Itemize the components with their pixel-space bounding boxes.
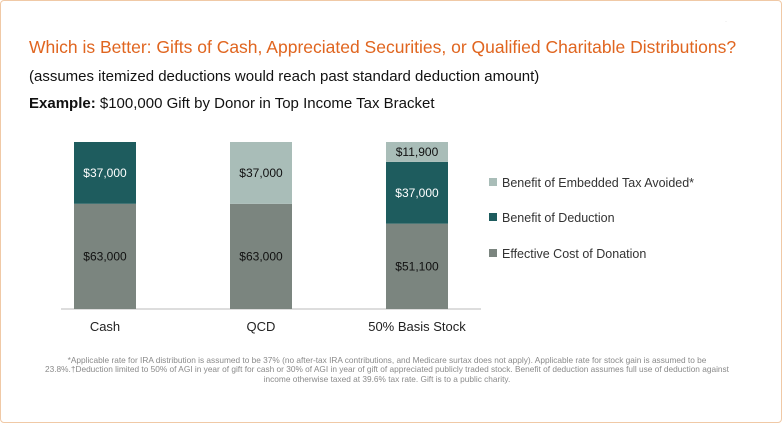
example-label: Example: [29, 95, 96, 112]
corner-mark: · [725, 19, 727, 25]
bar-50-basis-stock-benefit-of-deduction [386, 161, 448, 224]
legend-swatch-effective-cost-of-donation [489, 249, 497, 257]
data-label-50-basis-stock-benefit-of-deduction: $37,000 [395, 186, 439, 200]
legend-swatch-benefit-of-embedded-tax-avoided [489, 178, 497, 186]
chart-subtitle: (assumes itemized deductions would reach… [29, 68, 540, 85]
data-label-50-basis-stock-effective-cost-of-donation: $51,100 [395, 259, 439, 273]
data-label-50-basis-stock-benefit-of-embedded-tax-avoided: $11,900 [396, 145, 439, 159]
bar-qcd-effective-cost-of-donation [230, 203, 292, 309]
legend: Benefit of Embedded Tax Avoided* Benefit … [489, 176, 694, 261]
legend-label-effective-cost-of-donation: Effective Cost of Donation [502, 247, 646, 261]
bar-50-basis-stock-benefit-of-embedded-tax-avoided [386, 142, 448, 162]
stacked-bar-chart: · $63,000 $37,000 Cash $63,000 $37,000 QCD $51… [61, 19, 727, 334]
legend-swatch-benefit-of-deduction [489, 213, 497, 221]
example-line: Example: $100,000 Gift by Donor in Top I… [29, 95, 435, 112]
category-label-cash: Cash [90, 319, 120, 334]
data-label-qcd-effective-cost-of-donation: $63,000 [239, 249, 283, 263]
bars-group: $63,000 $37,000 Cash $63,000 $37,000 QCD $51,1… [74, 142, 466, 334]
bar-cash-effective-cost-of-donation [74, 203, 136, 309]
bar-cash-benefit-of-deduction [74, 142, 136, 204]
category-label-qcd: QCD [247, 319, 276, 334]
bar-50-basis-stock-effective-cost-of-donation [386, 223, 448, 309]
bar-qcd-benefit-of-embedded-tax-avoided [230, 142, 292, 204]
legend-label-benefit-of-embedded-tax-avoided: Benefit of Embedded Tax Avoided* [502, 176, 694, 190]
data-label-qcd-benefit-of-embedded-tax-avoided: $37,000 [239, 166, 283, 180]
example-text: $100,000 Gift by Donor in Top Income Tax… [99, 95, 435, 112]
legend-label-benefit-of-deduction: Benefit of Deduction [502, 211, 615, 225]
data-label-cash-benefit-of-deduction: $37,000 [83, 166, 127, 180]
chart-title: Which is Better: Gifts of Cash, Apprecia… [29, 37, 737, 57]
footnote: *Applicable rate for IRA distribution is… [45, 355, 729, 384]
category-label-50-basis-stock: 50% Basis Stock [368, 319, 466, 334]
data-label-cash-effective-cost-of-donation: $63,000 [83, 249, 127, 263]
